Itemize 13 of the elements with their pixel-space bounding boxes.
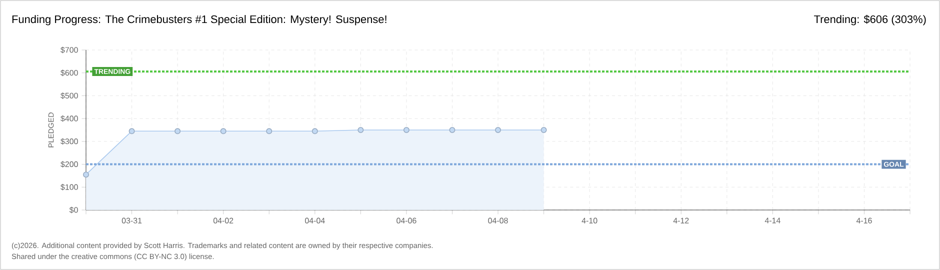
point [449, 127, 456, 133]
point [220, 128, 226, 134]
point [83, 172, 90, 178]
point [312, 128, 318, 134]
point [266, 128, 272, 134]
point [495, 127, 502, 133]
point [358, 127, 364, 133]
point [403, 127, 410, 133]
chart-title: Funding Progress: The Crimebusters #1 Special Edition: Mystery! Suspense! [12, 15, 386, 26]
point [540, 127, 547, 133]
point [174, 128, 181, 134]
point [128, 128, 135, 134]
text: Trending: $606 (303%) [814, 14, 926, 26]
